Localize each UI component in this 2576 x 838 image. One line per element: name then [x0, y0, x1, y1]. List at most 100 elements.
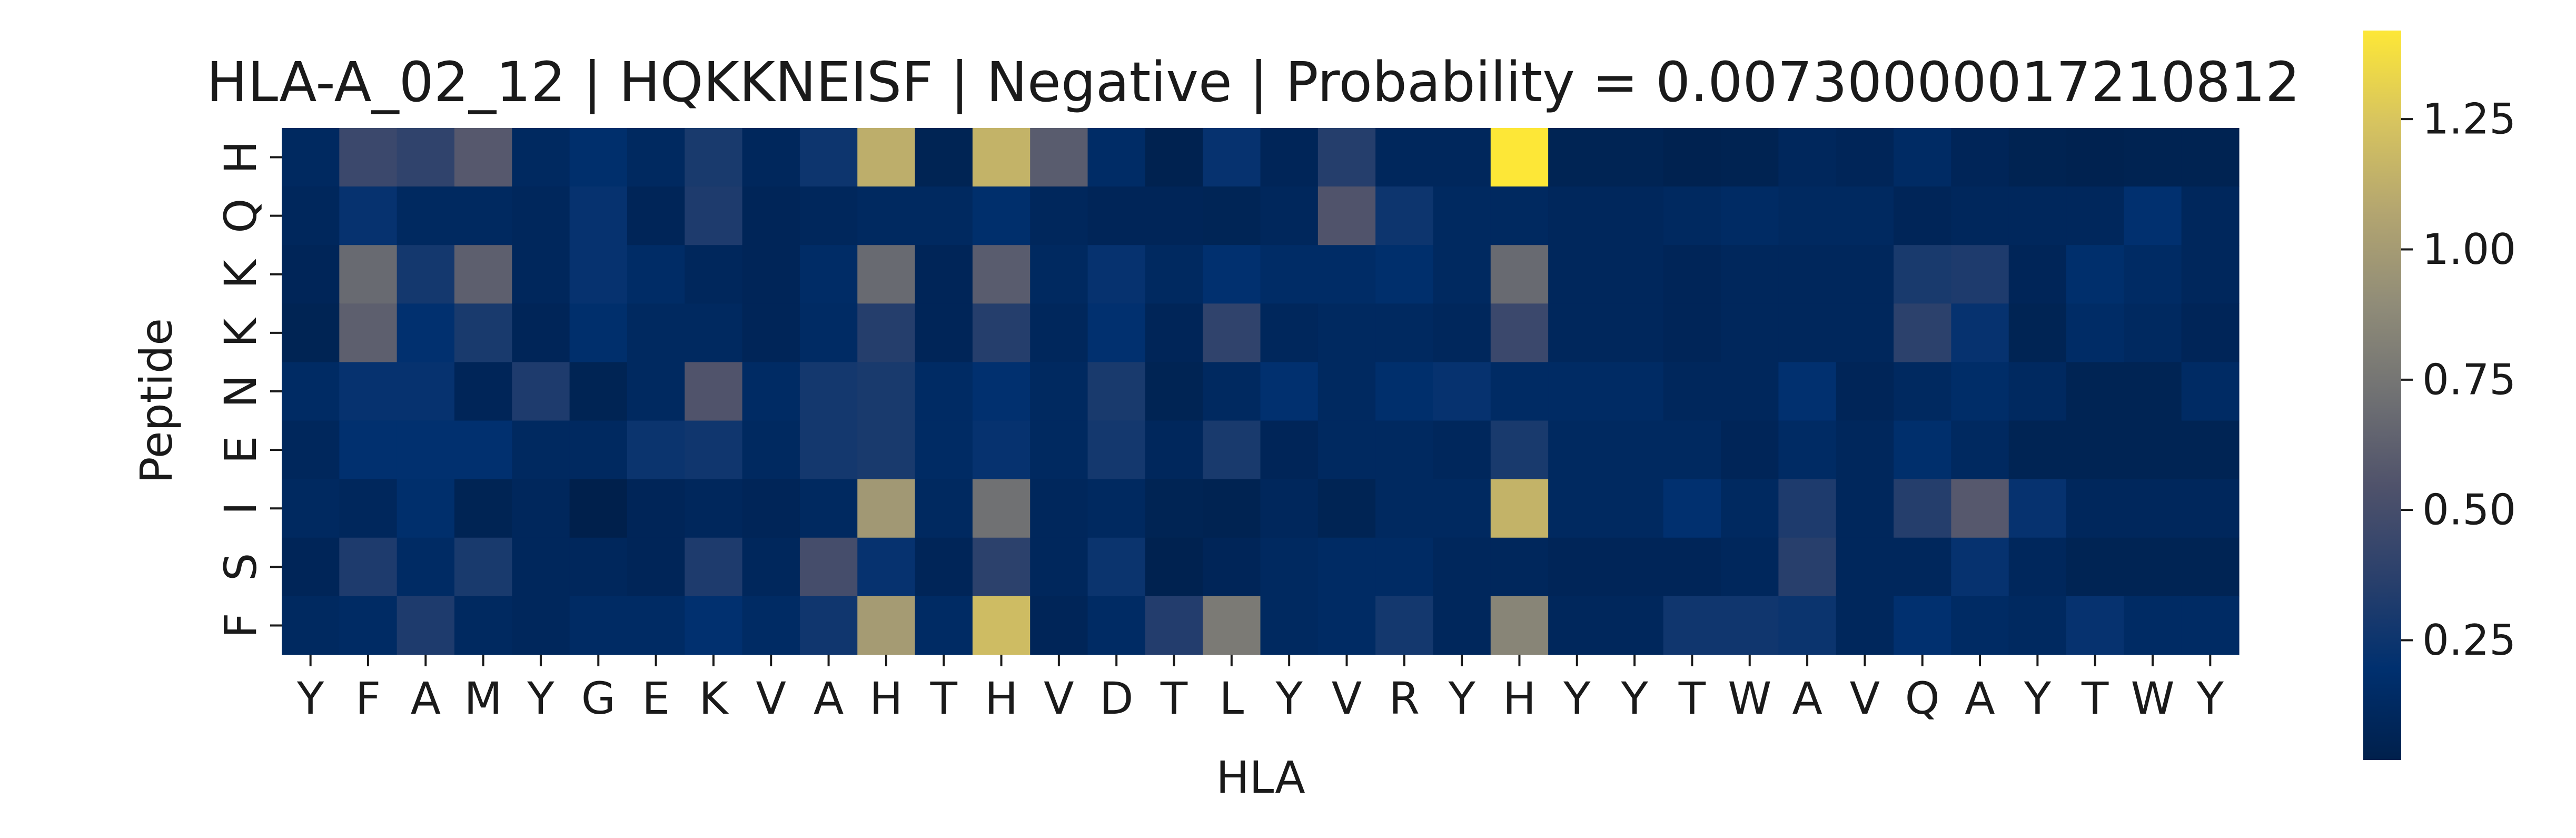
heatmap-cell	[685, 186, 743, 245]
heatmap-cell	[742, 128, 800, 187]
heatmap-cell	[1663, 596, 1721, 655]
heatmap-cell	[685, 420, 743, 480]
heatmap-cell	[1145, 537, 1203, 597]
x-tick-label: T	[1678, 673, 1706, 724]
heatmap-cell	[1203, 303, 1261, 363]
heatmap-cell	[1663, 303, 1721, 363]
x-axis-label: HLA	[1216, 752, 1305, 803]
heatmap-cell	[1433, 303, 1491, 363]
y-tick-label: H	[215, 141, 266, 174]
x-tick-label: T	[2081, 673, 2109, 724]
heatmap-cell	[1260, 537, 1319, 597]
heatmap-cell	[2008, 362, 2067, 421]
heatmap-cell	[2008, 128, 2067, 187]
heatmap-cell	[1836, 420, 1894, 480]
heatmap-cell	[972, 303, 1031, 363]
heatmap-cell	[1317, 596, 1376, 655]
heatmap-cell	[627, 420, 685, 480]
heatmap-cell	[2181, 186, 2240, 245]
heatmap-cell	[2181, 362, 2240, 421]
heatmap-cell	[1145, 596, 1203, 655]
heatmap-cell	[339, 128, 398, 187]
heatmap-cell	[627, 537, 685, 597]
heatmap-cell	[1030, 245, 1088, 304]
y-tick-label: Q	[215, 199, 266, 233]
heatmap-cell	[2066, 128, 2124, 187]
heatmap-cell	[1490, 420, 1549, 480]
heatmap-cell	[1778, 186, 1837, 245]
y-tick-label: S	[215, 553, 266, 581]
heatmap-cell	[1375, 128, 1434, 187]
heatmap-cell	[512, 303, 570, 363]
heatmap-cell	[1721, 128, 1779, 187]
heatmap-cell	[2008, 479, 2067, 538]
heatmap-cell	[397, 128, 455, 187]
heatmap-cell	[799, 362, 858, 421]
heatmap-cell	[2008, 420, 2067, 480]
heatmap-cell	[454, 245, 512, 304]
y-axis-ticks: HQKKNEISF	[215, 141, 282, 638]
heatmap-cell	[1778, 245, 1837, 304]
heatmap-cell	[569, 537, 628, 597]
heatmap-cell	[1145, 186, 1203, 245]
heatmap-cell	[1317, 128, 1376, 187]
x-tick-label: K	[699, 673, 729, 724]
heatmap-cell	[397, 420, 455, 480]
heatmap-cell	[1951, 245, 2009, 304]
heatmap-cell	[1260, 186, 1319, 245]
heatmap-cell	[915, 303, 973, 363]
heatmap-cell	[282, 186, 340, 245]
heatmap-cell	[2181, 420, 2240, 480]
heatmap-cell	[972, 596, 1031, 655]
y-tick-label: K	[215, 317, 266, 347]
heatmap-cell	[1433, 420, 1491, 480]
heatmap-cell	[1490, 479, 1549, 538]
heatmap-cell	[397, 186, 455, 245]
heatmap-cell	[627, 362, 685, 421]
heatmap-cell	[1951, 479, 2009, 538]
x-tick-label: V	[1850, 673, 1880, 724]
heatmap-cell	[454, 537, 512, 597]
heatmap-cell	[2124, 479, 2182, 538]
heatmap-cell	[1203, 479, 1261, 538]
heatmap-cell	[339, 420, 398, 480]
heatmap-cell	[1721, 303, 1779, 363]
heatmap-cell	[1317, 245, 1376, 304]
heatmap-cell	[1894, 362, 1951, 421]
heatmap-cell	[1375, 362, 1434, 421]
heatmap-cell	[512, 479, 570, 538]
heatmap-cell	[1606, 186, 1664, 245]
heatmap-cell	[1203, 186, 1261, 245]
x-tick-label: Y	[2196, 673, 2224, 724]
heatmap-cell	[1087, 303, 1146, 363]
x-tick-label: M	[464, 673, 502, 724]
heatmap-cell	[1836, 362, 1894, 421]
heatmap-cell	[1203, 128, 1261, 187]
heatmap-cell	[2066, 245, 2124, 304]
heatmap-cell	[1260, 245, 1319, 304]
heatmap-cell	[2066, 479, 2124, 538]
heatmap-cell	[569, 303, 628, 363]
heatmap-cell	[857, 596, 916, 655]
colorbar-tick-label: 0.50	[2422, 486, 2516, 535]
heatmap-cell	[1778, 479, 1837, 538]
heatmap-cell	[1721, 186, 1779, 245]
heatmap-cell	[972, 537, 1031, 597]
heatmap-cell	[1836, 537, 1894, 597]
heatmap-cell	[2124, 420, 2182, 480]
heatmap-cell	[1778, 537, 1837, 597]
heatmap-cell	[1663, 537, 1721, 597]
x-tick-label: Q	[1905, 673, 1940, 724]
heatmap-cell	[454, 596, 512, 655]
heatmap-cell	[1894, 245, 1951, 304]
heatmap-cell	[282, 245, 340, 304]
heatmap-cell	[1548, 479, 1607, 538]
colorbar-tick-label: 0.75	[2422, 355, 2516, 404]
heatmap-cell	[972, 245, 1031, 304]
x-tick-label: Y	[296, 673, 324, 724]
heatmap-cell	[1030, 596, 1088, 655]
heatmap-cell	[1490, 596, 1549, 655]
x-tick-label: L	[1219, 673, 1244, 724]
heatmap-cell	[1836, 479, 1894, 538]
heatmap-cell	[2181, 479, 2240, 538]
